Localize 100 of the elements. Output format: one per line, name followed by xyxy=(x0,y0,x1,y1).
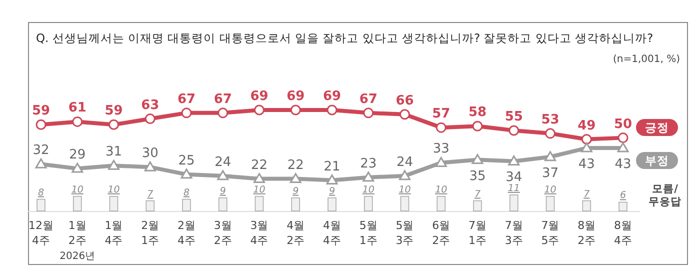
point xyxy=(36,119,46,130)
point xyxy=(217,170,229,180)
point xyxy=(618,132,628,144)
point xyxy=(545,128,556,139)
bar xyxy=(182,198,191,212)
data-label: 10 xyxy=(398,184,411,196)
point xyxy=(617,142,629,152)
point xyxy=(254,104,264,116)
x-tick-label: 1월 4주 xyxy=(104,219,123,247)
data-label: 10 xyxy=(362,184,374,196)
x-tick-label: 8월 2주 xyxy=(578,219,596,247)
bar xyxy=(36,198,46,212)
data-label: 58 xyxy=(468,105,487,120)
point xyxy=(181,108,192,118)
data-label: 10 xyxy=(435,184,448,196)
point xyxy=(72,116,83,127)
point xyxy=(108,119,119,130)
x-tick-label: 2월 1주 xyxy=(141,219,160,247)
data-label: 10 xyxy=(71,184,84,196)
x-tick-label: 2월 4주 xyxy=(178,219,196,247)
data-label: 9 xyxy=(328,186,336,197)
data-label: 6 xyxy=(620,190,626,202)
data-label: 9 xyxy=(292,186,299,197)
data-label: 9 xyxy=(220,186,226,197)
data-label: 69 xyxy=(322,89,342,104)
point xyxy=(400,109,410,120)
x-tick-label: 5월 3주 xyxy=(396,219,414,247)
x-tick-label: 4월 4주 xyxy=(323,219,341,247)
data-label: 10 xyxy=(544,184,556,196)
point xyxy=(435,156,447,167)
data-label: 8 xyxy=(183,187,190,198)
data-label: 21 xyxy=(324,159,340,174)
data-label: 7 xyxy=(147,188,154,200)
data-label: 7 xyxy=(474,188,481,200)
bar xyxy=(618,202,628,212)
data-label: 22 xyxy=(287,158,304,173)
x-tick-label: 1월 2주 xyxy=(68,219,86,247)
point xyxy=(362,172,374,182)
bar xyxy=(109,196,118,212)
bar xyxy=(582,200,592,212)
point xyxy=(290,104,301,116)
point xyxy=(508,155,520,166)
bar xyxy=(400,196,410,212)
point xyxy=(326,104,338,116)
x-tick-label: 4월 2주 xyxy=(286,219,305,247)
x-tick-label: 3월 2주 xyxy=(214,219,232,247)
x-tick-label: 8월 4주 xyxy=(614,219,632,247)
data-label: 7 xyxy=(584,188,590,200)
data-label: 67 xyxy=(359,92,378,107)
x-tick-label: 12월 4주 xyxy=(28,219,54,247)
data-label: 43 xyxy=(578,157,595,172)
bar xyxy=(328,197,336,212)
data-label: 61 xyxy=(68,100,86,116)
data-label: 33 xyxy=(432,142,450,157)
data-label: 34 xyxy=(506,170,522,186)
point xyxy=(436,122,446,133)
data-label: 30 xyxy=(142,146,158,162)
point xyxy=(180,168,192,179)
point xyxy=(544,151,556,162)
bar xyxy=(509,194,518,212)
bar xyxy=(218,197,228,212)
x-tick-label: 3월 4주 xyxy=(250,219,268,247)
data-label: 37 xyxy=(542,166,559,181)
data-label: 55 xyxy=(504,109,523,124)
data-label: 69 xyxy=(286,89,305,104)
data-label: 10 xyxy=(253,184,266,196)
point xyxy=(35,158,47,168)
bar xyxy=(546,196,555,212)
data-label: 49 xyxy=(578,118,596,134)
point xyxy=(472,154,484,164)
data-label: 31 xyxy=(105,144,122,160)
point xyxy=(399,170,410,180)
data-label: 25 xyxy=(178,153,195,168)
bar xyxy=(146,200,155,212)
point xyxy=(144,114,156,124)
data-label: 29 xyxy=(69,148,86,163)
data-label: 11 xyxy=(508,182,520,194)
x-tick-label: 5월 1주 xyxy=(359,219,378,247)
point xyxy=(72,162,84,173)
data-label: 63 xyxy=(141,98,160,113)
data-label: 10 xyxy=(108,184,120,196)
series-label: 긍정 xyxy=(645,120,669,134)
data-label: 57 xyxy=(432,106,450,122)
point xyxy=(290,173,302,184)
point xyxy=(580,142,592,152)
data-label: 8 xyxy=(38,187,44,198)
point xyxy=(472,120,483,132)
point xyxy=(254,173,265,184)
bar xyxy=(473,200,482,212)
point xyxy=(144,161,156,172)
point xyxy=(508,125,520,136)
data-label: 32 xyxy=(32,143,50,158)
point xyxy=(581,134,592,145)
data-label: 50 xyxy=(614,116,632,132)
bar xyxy=(291,197,300,212)
data-label: 43 xyxy=(614,157,632,172)
text: 2026년 xyxy=(60,251,96,262)
data-label: 23 xyxy=(360,156,377,172)
data-label: 59 xyxy=(104,104,123,119)
data-label: 22 xyxy=(250,158,268,173)
